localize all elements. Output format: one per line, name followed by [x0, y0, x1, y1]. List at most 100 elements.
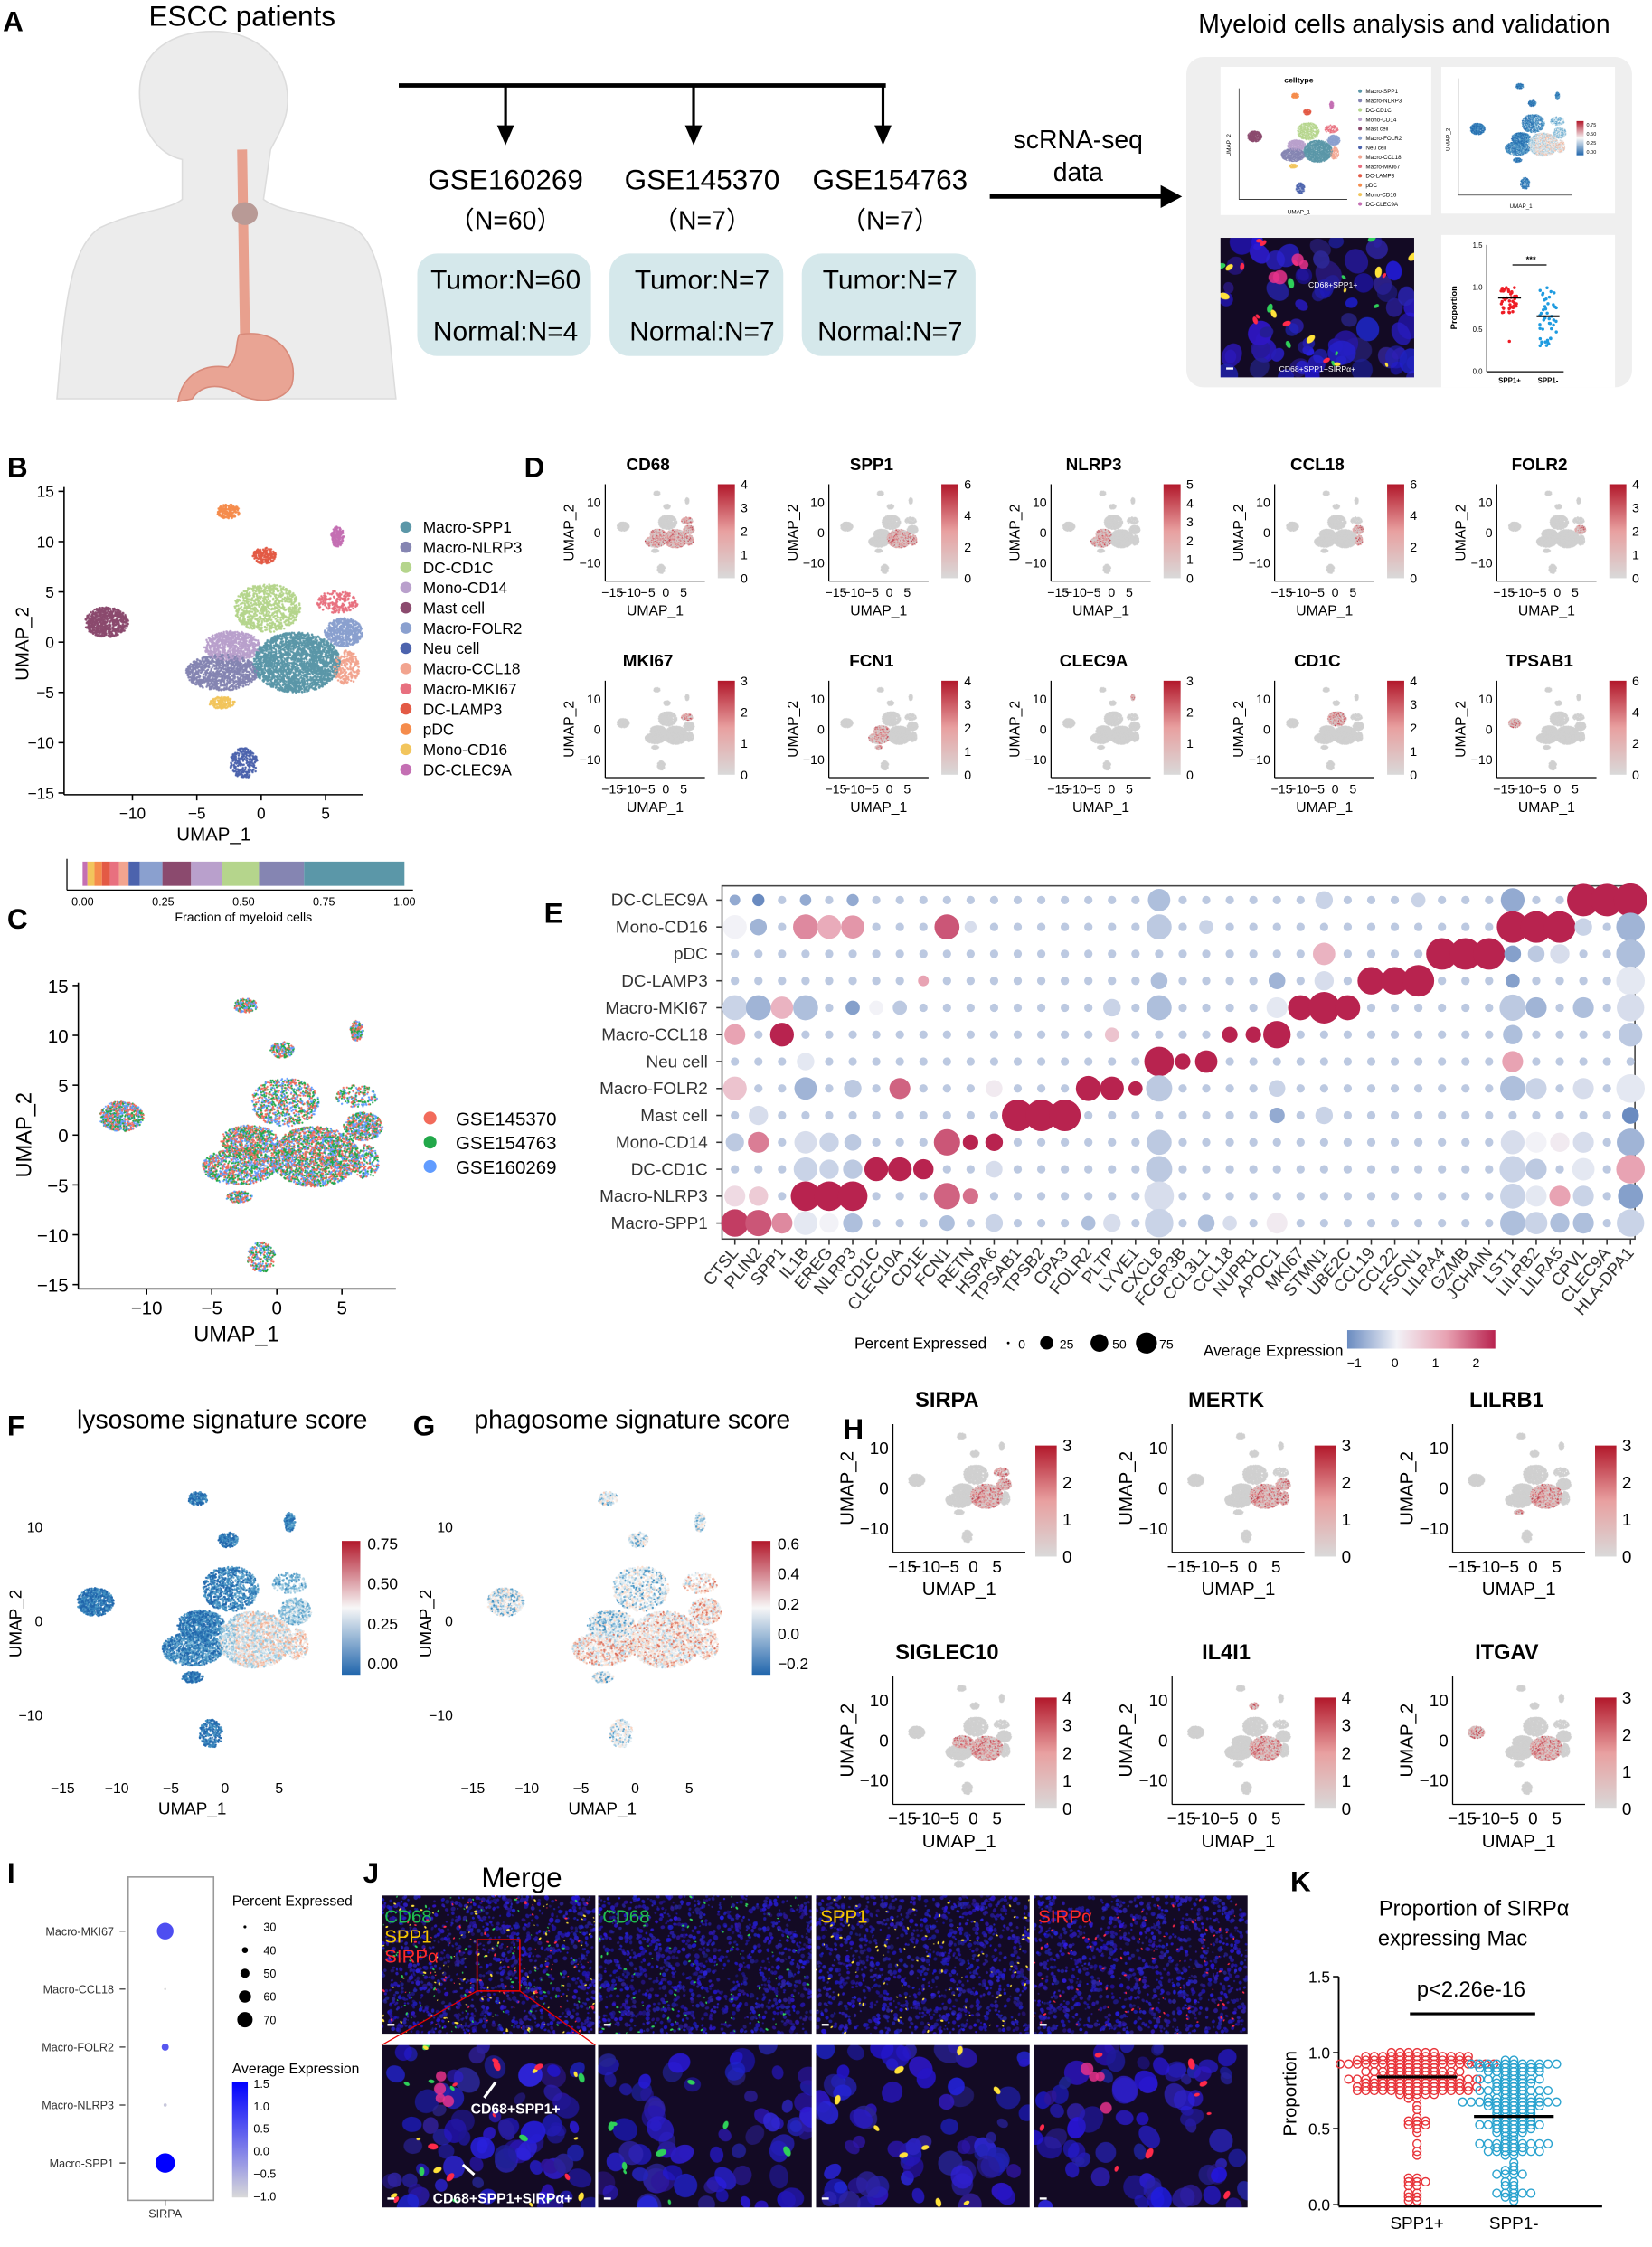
colorbar-tick: 6 — [1632, 675, 1639, 689]
colorbar-tick: 0.2 — [778, 1595, 799, 1613]
xtick-label: 0 — [662, 782, 669, 797]
panel-label-a: A — [3, 5, 24, 38]
dot-macro-mki67-ereg — [825, 1003, 834, 1013]
ylabel: UMAP_2 — [1116, 1704, 1137, 1778]
dot-macro-mki67-spp1 — [770, 996, 794, 1019]
swarm-point — [1455, 2078, 1465, 2088]
dot-mono-cd14-ccl19 — [1366, 1138, 1376, 1147]
inset-prop-point — [1554, 319, 1558, 324]
xlabel: UMAP_1 — [850, 800, 907, 816]
swarm-point — [1475, 2063, 1485, 2072]
xtick-label: 0 — [1553, 782, 1561, 797]
ytick-label: 0 — [594, 722, 601, 737]
inset-prop-point — [1505, 286, 1508, 289]
dot-pdc-plin2 — [754, 949, 763, 958]
dot-macro-ccl18-ereg — [825, 1030, 834, 1039]
ytick-label: −10 — [1420, 1520, 1449, 1539]
dot-macro-nlrp3-ube2c — [1343, 1192, 1353, 1201]
swarm-point — [1500, 2192, 1510, 2202]
ytick-label: −15 — [37, 1276, 69, 1297]
colorbar-tick: 2 — [964, 722, 971, 736]
group-label: SPP1- — [1489, 2214, 1539, 2233]
xtick-label: −15 — [1448, 1810, 1477, 1829]
legend-dot — [400, 763, 412, 776]
dot-dc-lamp3-lilra4 — [1438, 977, 1447, 986]
colorbar-tick: 2 — [1062, 1744, 1072, 1763]
swarm-point — [1492, 2128, 1502, 2138]
ytick-label: −5 — [36, 684, 54, 702]
colorbar-tick: 1 — [1342, 1511, 1352, 1530]
dot-macro-spp1-cd1e — [919, 1218, 928, 1228]
ytick-label: −10 — [580, 753, 601, 768]
dot-dc-cd1c-mki67 — [1296, 1165, 1305, 1174]
dot-macro-nlrp3-tpsb2 — [1036, 1192, 1046, 1201]
esophagus-icon — [237, 149, 250, 335]
swarm-point — [1534, 2147, 1544, 2157]
swarm-point — [1492, 2104, 1502, 2115]
colorbar-tick: 3 — [1632, 501, 1639, 515]
dot-mono-cd16-ccl19 — [1366, 922, 1376, 931]
xtick-label: −10 — [911, 1558, 940, 1577]
dot-dc-lamp3-hspa6 — [989, 977, 999, 986]
dot-macro-folr2-pltp — [1100, 1076, 1124, 1100]
dot-macro-spp1-lyve1 — [1131, 1218, 1140, 1228]
xtick-label: 5 — [903, 586, 911, 600]
ytick-label: 0 — [817, 526, 825, 541]
swarm-point — [1403, 2173, 1413, 2183]
lyso-colorbar — [342, 1541, 361, 1676]
swarm-point — [1403, 2116, 1413, 2126]
xtick-label: −10 — [1065, 586, 1087, 600]
pct-legend-dot — [1040, 1336, 1053, 1350]
dot-dc-clec9a-folr2 — [1084, 895, 1093, 905]
xtick-label: −5 — [864, 586, 879, 600]
inset-legend-label: Mast cell — [1365, 127, 1388, 133]
xtick-label: 5 — [685, 1781, 694, 1797]
dot-macro-folr2-nupr1 — [1249, 1084, 1258, 1093]
dot-pdc-nlrp3 — [848, 949, 857, 958]
xtick-label: 0 — [1108, 782, 1115, 797]
arrow-down-icon — [684, 125, 703, 146]
dataset-id: GSE160269 — [428, 163, 583, 195]
dot-macro-nlrp3-cxcl8 — [1144, 1181, 1175, 1212]
dot-macro-spp1-lilra5 — [1550, 1213, 1570, 1233]
row-label: DC-LAMP3 — [621, 972, 708, 991]
colorbar-tick: 6 — [964, 477, 971, 492]
colorbar-tick: 0.25 — [367, 1615, 398, 1633]
dot-dc-cd1c-retn — [966, 1165, 975, 1174]
dot-macro-folr2-cxcl8 — [1146, 1075, 1173, 1102]
feature-plot-folr2-title: FOLR2 — [1512, 456, 1568, 475]
ytick-label: 0 — [1486, 526, 1493, 541]
inset-prop-point — [1543, 298, 1546, 302]
dot-dc-lamp3-folr2 — [1084, 977, 1093, 986]
dot-pdc-cxcl8 — [1155, 949, 1164, 958]
dot-pdc-clec9a — [1602, 949, 1611, 958]
ytick-label: 0 — [1263, 526, 1270, 541]
xtick-label: −10 — [119, 805, 146, 823]
legend-label-dc-cd1c: DC-CD1C — [423, 559, 494, 577]
dot-mono-cd14-fcgr3b — [1178, 1138, 1187, 1147]
feature-plot-itgav-title: ITGAV — [1475, 1641, 1539, 1665]
xtick-label: −10 — [1289, 586, 1310, 600]
ytick-label: 10 — [1430, 1692, 1449, 1711]
dot-dc-lamp3-ube2c — [1343, 977, 1353, 986]
swarm-point — [1517, 2090, 1527, 2100]
dot-mast-cell-il1b — [801, 1110, 810, 1120]
pct-legend-value: 75 — [1159, 1338, 1174, 1353]
dot-macro-mki67-cpa3 — [1060, 1003, 1070, 1013]
feature-plot-ccl18-points — [1274, 484, 1374, 581]
inset-prop-point — [1552, 305, 1556, 308]
dot-macro-spp1-ccl19 — [1366, 1218, 1376, 1228]
dot-mast-cell-tpsb2 — [1025, 1100, 1058, 1132]
dataset-n: （N=60） — [448, 207, 562, 236]
legend-dot — [400, 581, 412, 594]
inset-prop-point — [1553, 291, 1556, 295]
dot-neu-cell-ube2c — [1343, 1057, 1353, 1066]
xtick-label: −15 — [1047, 782, 1069, 797]
legend-dot — [400, 622, 412, 634]
swarm-point — [1403, 2120, 1413, 2129]
dot-dc-cd1c-ereg — [819, 1159, 839, 1179]
colorbar-tick: 3 — [964, 698, 971, 713]
inset-prop-point — [1507, 310, 1511, 314]
colorbar-tick: 2 — [964, 541, 971, 555]
inset-prop-point — [1513, 286, 1516, 289]
